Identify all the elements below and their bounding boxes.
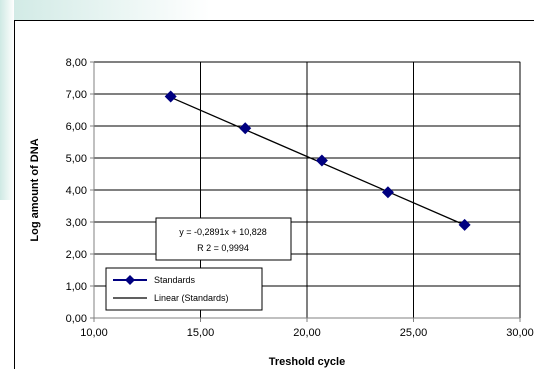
trendline-annotation: y = -0,2891x + 10,828 R 2 = 0,9994: [155, 217, 292, 261]
annotation-r2: R 2 = 0,9994: [197, 243, 249, 253]
legend-entry-standards: Standards: [154, 275, 196, 285]
y-tick-label: 4,00: [66, 185, 87, 197]
x-axis-title: Treshold cycle: [269, 356, 345, 368]
y-tick-label: 8,00: [66, 57, 87, 69]
y-tick-label: 7,00: [66, 89, 87, 101]
y-tick-label: 1,00: [66, 281, 87, 293]
y-axis-title: Log amount of DNA: [29, 138, 41, 241]
legend-standards-marker: [125, 275, 135, 285]
x-tick-label: 25,00: [400, 327, 428, 339]
legend-entry-linear: Linear (Standards): [154, 293, 229, 303]
x-tick-label: 30,00: [506, 327, 534, 339]
y-tick-label: 3,00: [66, 217, 87, 229]
y-tick-label: 6,00: [66, 121, 87, 133]
annotation-box: [155, 217, 292, 261]
annotation-equation: y = -0,2891x + 10,828: [179, 227, 267, 237]
y-tick-label: 2,00: [66, 249, 87, 261]
axes: [90, 61, 521, 322]
x-tick-labels: 10,00 15,00 20,00 25,00 30,00: [80, 327, 534, 339]
x-tick-label: 20,00: [293, 327, 321, 339]
data-point: [239, 122, 252, 135]
chart-svg: 10,00 15,00 20,00 25,00 30,00 0,00 1,00 2,00 3,…: [29, 57, 534, 368]
data-point: [381, 186, 394, 199]
y-tick-label: 0,00: [66, 313, 87, 325]
x-tick-label: 10,00: [80, 327, 108, 339]
y-tick-label: 5,00: [66, 153, 87, 165]
data-point: [458, 218, 471, 231]
data-point: [315, 154, 328, 167]
chart-frame: 10,00 15,00 20,00 25,00 30,00 0,00 1,00 2,00 3,…: [14, 20, 534, 369]
x-tick-label: 15,00: [187, 327, 215, 339]
legend: Standards Linear (Standards): [105, 267, 263, 311]
data-points: [164, 90, 471, 231]
y-tick-labels: 0,00 1,00 2,00 3,00 4,00 5,00 6,00 7,00 8,00: [66, 57, 87, 325]
data-point: [164, 90, 177, 103]
legend-box: [105, 267, 263, 311]
